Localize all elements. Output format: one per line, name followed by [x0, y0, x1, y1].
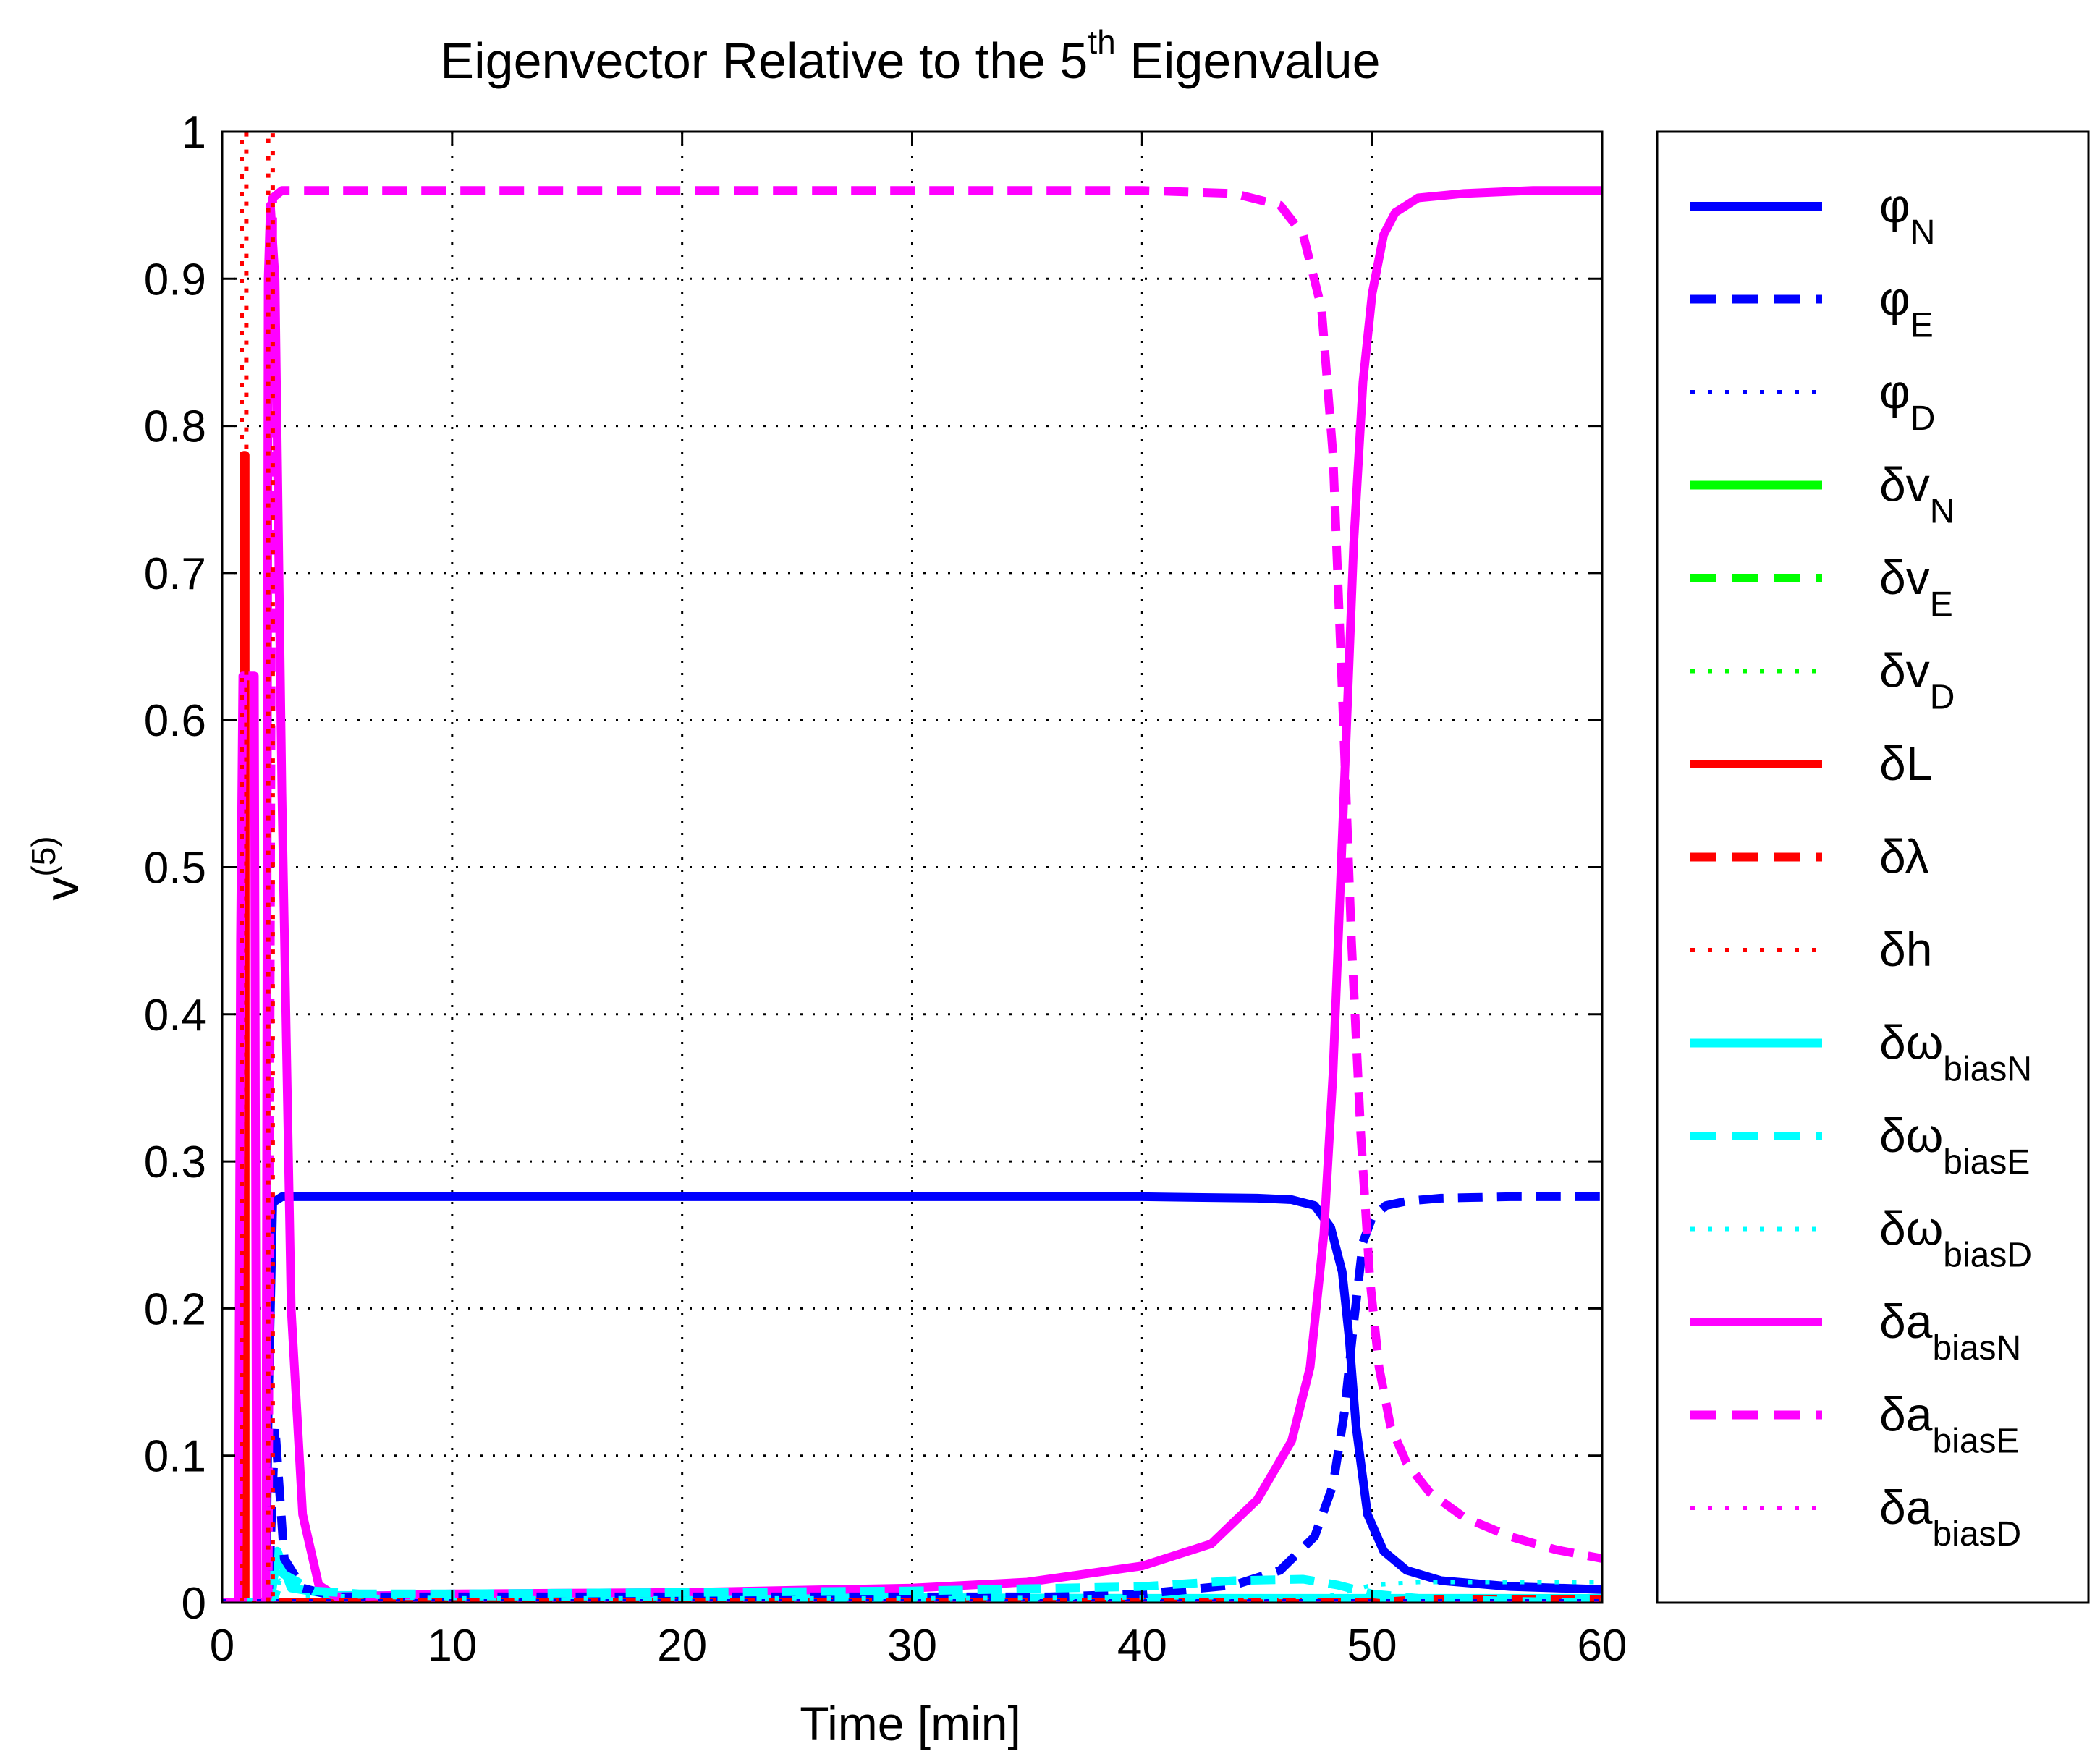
legend-box [1656, 130, 2090, 1604]
y-axis-label-base: v [35, 877, 88, 901]
x-axis-label: Time [min] [800, 1697, 1021, 1750]
y-axis-label: v(5) [25, 836, 88, 900]
series-line-δabiasE [222, 186, 1602, 1603]
y-tick-label: 0.8 [144, 402, 206, 452]
legend-label-δabiasD: δabiasD [1879, 1480, 2021, 1554]
x-tick-label: 0 [210, 1621, 234, 1671]
legend-label-δabiasN: δabiasN [1879, 1294, 2021, 1368]
series-line-δabiasN [222, 186, 1602, 1603]
legend-label-δωbiasE: δωbiasE [1879, 1109, 2030, 1182]
chart-title-superscript: th [1088, 23, 1115, 61]
x-tick-label: 20 [657, 1621, 707, 1671]
chart-title-suffix: Eigenvalue [1116, 33, 1381, 89]
x-tick-label: 50 [1347, 1621, 1397, 1671]
y-tick-label: 0 [182, 1579, 206, 1629]
legend-label-δωbiasN: δωbiasN [1879, 1016, 2032, 1089]
y-tick-label: 0.1 [144, 1432, 206, 1482]
y-tick-label: 0.2 [144, 1284, 206, 1334]
series-line-δλ [222, 1595, 1602, 1603]
x-tick-label: 60 [1578, 1621, 1627, 1671]
y-tick-label: 0.4 [144, 991, 206, 1040]
axis-ticks: 0 10 20 30 40 50 60 0 0.1 0.2 0.3 0.4 0.5 0.6 0.7 0.8 0.… [144, 108, 1627, 1671]
legend-label-δωbiasD: δωbiasD [1879, 1202, 2032, 1275]
legend-label-φN: φN [1879, 179, 1935, 252]
series-line-φN [222, 1192, 1602, 1603]
legend-label-φD: φD [1879, 365, 1935, 438]
chart-title: Eigenvector Relative to the 5th Eigenval… [440, 23, 1380, 89]
x-tick-label: 10 [427, 1621, 477, 1671]
y-tick-label: 1 [182, 108, 206, 158]
y-tick-label: 0.9 [144, 255, 206, 305]
y-tick-label: 0.6 [144, 696, 206, 746]
y-tick-label: 0.7 [144, 549, 206, 599]
chart-title-main: Eigenvector Relative to the 5 [440, 33, 1088, 89]
series-line-δh [240, 132, 276, 1603]
y-tick-label: 0.5 [144, 844, 206, 894]
x-tick-label: 40 [1117, 1621, 1167, 1671]
legend-label-δλ: δλ [1879, 830, 1928, 883]
legend-label-δabiasE: δabiasE [1879, 1388, 2020, 1461]
x-tick-label: 30 [887, 1621, 937, 1671]
grid [222, 132, 1602, 1603]
legend-label-δvN: δvN [1879, 458, 1955, 531]
legend-label-φE: φE [1879, 272, 1934, 345]
legend-label-δh: δh [1879, 923, 1932, 976]
y-tick-label: 0.3 [144, 1137, 206, 1187]
legend-label-δvE: δvE [1879, 551, 1953, 624]
legend-label-δvD: δvD [1879, 644, 1955, 717]
series-line-δωbiasE [222, 1569, 1602, 1603]
legend-label-δL: δL [1879, 737, 1932, 790]
legend: φN φE φD δvN δvE δvD δL δλ δh δωbiasN δωbiasE δωbia… [1690, 179, 2032, 1554]
y-axis-label-superscript: (5) [25, 836, 62, 876]
series-line-δL [222, 451, 1602, 1603]
